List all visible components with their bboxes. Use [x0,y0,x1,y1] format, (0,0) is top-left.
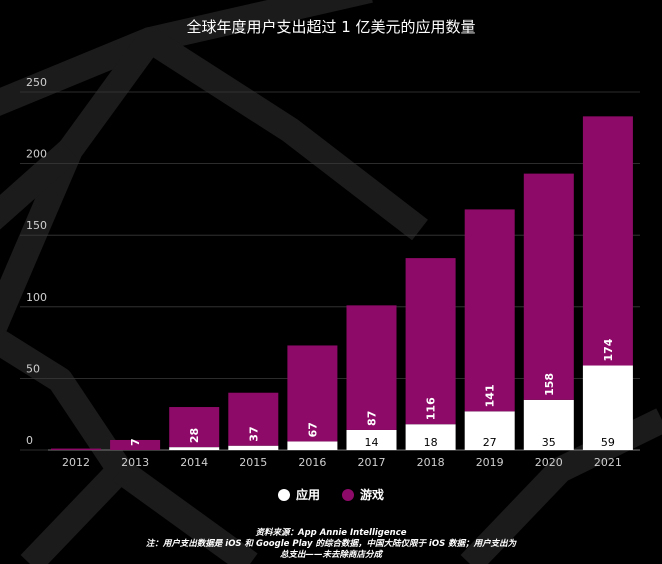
bar-game-2013 [110,439,161,450]
x-tick-label-2017: 2017 [358,456,386,469]
data-label-game-2021: 174 [602,338,615,361]
x-tick-label-2021: 2021 [594,456,622,469]
legend-label-app: 应用 [295,488,320,502]
data-label-game-2013: 7 [129,438,142,446]
bar-app-2021 [582,365,633,450]
bar-app-2019 [464,411,515,450]
y-tick-label-100: 100 [26,291,47,304]
bar-app-2016 [287,441,338,450]
legend-item-game: 游戏 [342,486,384,503]
legend-item-app: 应用 [277,486,320,503]
legend-swatch-app [277,488,290,501]
bar-game-2012 [51,448,101,450]
bar-app-2020 [523,399,574,450]
y-tick-label-200: 200 [26,148,47,161]
bar-app-2018 [405,424,456,450]
bar-game-2020 [523,173,574,400]
x-tick-label-2019: 2019 [476,456,504,469]
data-label-app-2017: 14 [365,436,379,449]
bar-game-2017 [346,305,397,430]
data-label-game-2018: 116 [425,397,438,420]
y-tick-label-0: 0 [26,434,33,447]
footer-note-line-2: 总支出——未去除商店分成 [279,550,382,560]
footer-note-line-1: 注：用户支出数据是 iOS 和 Google Play 的综合数据，中国大陆仅限… [145,539,517,549]
y-tick-label-250: 250 [26,76,47,89]
legend: 应用 游戏 [0,486,662,503]
legend-swatch-game [342,488,354,501]
chart-title: 全球年度用户支出超过 1 亿美元的应用数量 [186,18,476,36]
x-tick-label-2012: 2012 [62,456,90,469]
x-tick-label-2016: 2016 [298,456,326,469]
data-label-game-2017: 87 [366,411,379,426]
bar-game-2016 [287,345,338,442]
bar-game-2018 [405,258,456,425]
x-tick-label-2014: 2014 [180,456,208,469]
bar-app-2015 [228,445,279,450]
data-label-game-2016: 67 [306,422,319,437]
data-label-app-2021: 59 [601,436,615,449]
footer-notes: 资料来源：App Annie Intelligence 注：用户支出数据是 iO… [0,528,662,561]
bar-game-2021 [582,116,633,366]
y-tick-label-50: 50 [26,362,40,375]
x-tick-label-2018: 2018 [417,456,445,469]
bar-game-2019 [464,209,515,412]
data-label-game-2015: 37 [247,426,260,441]
data-label-game-2019: 141 [484,384,497,407]
bar-app-2014 [169,447,220,450]
x-tick-label-2015: 2015 [239,456,267,469]
x-tick-label-2013: 2013 [121,456,149,469]
bar-app-2017 [346,429,397,450]
y-tick-label-150: 150 [26,219,47,232]
data-label-app-2019: 27 [483,436,497,449]
data-label-game-2020: 158 [543,373,556,396]
data-label-game-2014: 28 [188,428,201,443]
footer-source: 资料来源：App Annie Intelligence [255,528,407,538]
x-tick-label-2020: 2020 [535,456,563,469]
data-label-app-2020: 35 [542,436,556,449]
legend-label-game: 游戏 [360,488,385,502]
data-label-app-2018: 18 [424,436,438,449]
bar-game-2015 [228,392,279,446]
bar-game-2014 [169,407,220,448]
